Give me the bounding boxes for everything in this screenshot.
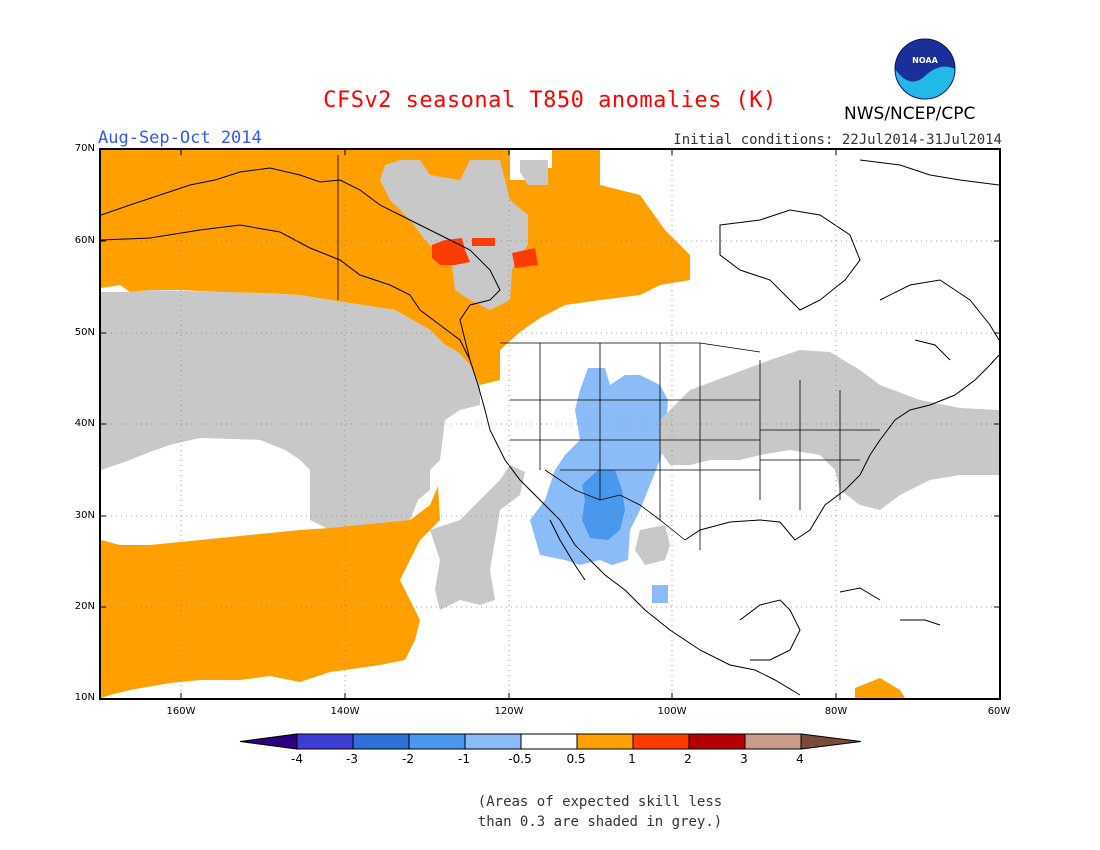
colorbar-segment xyxy=(352,733,410,750)
skill-note-line-1: (Areas of expected skill less xyxy=(477,794,723,810)
colorbar-segment xyxy=(408,733,466,750)
strong-warm-patch-2 xyxy=(472,238,495,246)
lon-label-140w: 140W xyxy=(330,706,360,717)
colorbar-segment xyxy=(464,733,522,750)
skill-note-line-2: than 0.3 are shaded in grey.) xyxy=(477,814,723,830)
colorbar-label: -2 xyxy=(402,752,414,766)
political-borders xyxy=(337,155,880,550)
strong-warm-patch-3 xyxy=(512,248,538,268)
agency-label: NWS/NCEP/CPC xyxy=(844,104,976,124)
lat-label-20n: 20N xyxy=(74,601,95,612)
lat-label-40n: 40N xyxy=(74,418,95,429)
cool-anomaly-southwest xyxy=(530,368,668,565)
colorbar-label: 4 xyxy=(796,752,804,766)
lon-label-120w: 120W xyxy=(494,706,524,717)
colorbar-label: -3 xyxy=(346,752,358,766)
skill-note: (Areas of expected skill less than 0.3 a… xyxy=(440,792,760,832)
lat-label-10n: 10N xyxy=(74,692,95,703)
warm-anomaly-caribbean xyxy=(855,678,905,698)
axis-ticks xyxy=(100,149,1000,699)
colorbar-label: 0.5 xyxy=(566,752,586,766)
strong-cool-core xyxy=(582,470,625,540)
lat-label-50n: 50N xyxy=(74,327,95,338)
colorbar-segment xyxy=(296,733,354,750)
grey-skill-baja xyxy=(430,465,525,610)
warm-anomaly-north xyxy=(101,150,690,385)
lon-label-80w: 80W xyxy=(824,706,848,717)
colorbar-segment xyxy=(632,733,690,750)
colorbar-label: -1 xyxy=(458,752,470,766)
lon-label-160w: 160W xyxy=(166,706,196,717)
neutral-pacific xyxy=(101,438,310,548)
cool-anomaly-gulf xyxy=(652,585,668,603)
lon-label-100w: 100W xyxy=(657,706,687,717)
warm-anomaly-subtropical xyxy=(101,486,440,698)
anomaly-fields xyxy=(101,150,999,698)
colorbar xyxy=(239,733,862,750)
lat-label-70n: 70N xyxy=(74,143,95,154)
colorbar-segment xyxy=(520,733,578,750)
grey-skill-pacific xyxy=(101,290,480,530)
colorbar-arrow-right xyxy=(800,733,862,750)
lon-label-60w: 60W xyxy=(987,706,1011,717)
grey-skill-yukon xyxy=(520,160,548,185)
grey-skill-mexico xyxy=(635,525,670,565)
coastlines xyxy=(101,159,999,696)
season-label: Aug-Sep-Oct 2014 xyxy=(98,128,262,148)
colorbar-label: -4 xyxy=(291,752,303,766)
colorbar-segment xyxy=(688,733,746,750)
colorbar-label: 1 xyxy=(628,752,636,766)
lat-label-60n: 60N xyxy=(74,235,95,246)
colorbar-segment xyxy=(576,733,634,750)
colorbar-label: -0.5 xyxy=(508,752,532,766)
initial-conditions-label: Initial conditions: 22Jul2014-31Jul2014 xyxy=(673,132,1002,148)
colorbar-label: 3 xyxy=(740,752,748,766)
colorbar-arrow-left xyxy=(239,733,298,750)
colorbar-segment xyxy=(744,733,802,750)
colorbar-label: 2 xyxy=(684,752,692,766)
lat-label-30n: 30N xyxy=(74,510,95,521)
map-title: CFSv2 seasonal T850 anomalies (K) xyxy=(323,88,777,113)
